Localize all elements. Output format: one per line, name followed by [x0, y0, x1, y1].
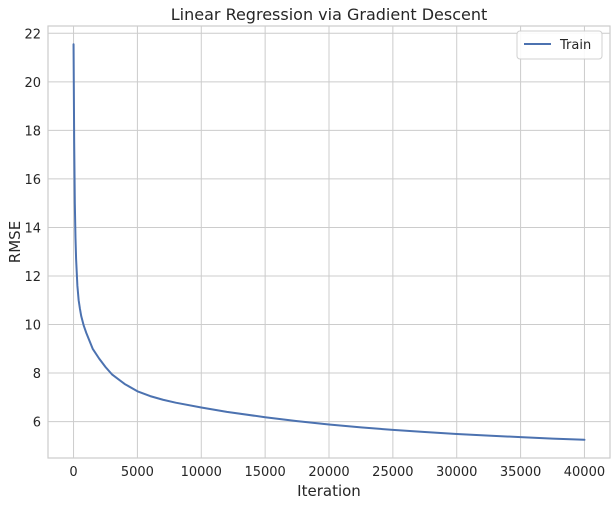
y-axis-label: RMSE	[6, 221, 24, 263]
x-tick-label: 35000	[500, 465, 541, 480]
series-line-train	[72, 43, 586, 441]
x-tick-label: 5000	[121, 465, 154, 480]
legend-box	[516, 30, 603, 60]
legend: Train	[516, 30, 603, 60]
plot-border	[47, 25, 611, 459]
tick-labels: 0 5000 10000 15000 20000 25000 30000 35000 40000…	[24, 27, 605, 480]
x-tick-label: 30000	[436, 465, 477, 480]
y-tick-label: 8	[33, 367, 41, 382]
y-tick-label: 18	[24, 124, 41, 139]
y-tick-label: 12	[24, 270, 41, 285]
x-tick-label: 10000	[181, 465, 222, 480]
x-axis-label: Iteration	[297, 482, 361, 500]
y-tick-label: 20	[24, 76, 41, 91]
x-tick-label: 40000	[564, 465, 605, 480]
chart-title: Linear Regression via Gradient Descent	[171, 5, 488, 24]
plot-frame	[47, 25, 611, 459]
x-tick-label: 20000	[308, 465, 349, 480]
y-tick-label: 14	[24, 221, 41, 236]
y-tick-label: 6	[33, 416, 41, 431]
legend-label-train: Train	[559, 38, 591, 53]
series-layer	[72, 43, 586, 441]
grid	[48, 26, 610, 458]
x-tick-label: 25000	[372, 465, 413, 480]
y-tick-label: 10	[24, 319, 41, 334]
y-tick-label: 22	[24, 27, 41, 42]
x-tick-label: 0	[69, 465, 77, 480]
y-tick-label: 16	[24, 173, 41, 188]
x-tick-label: 15000	[244, 465, 285, 480]
